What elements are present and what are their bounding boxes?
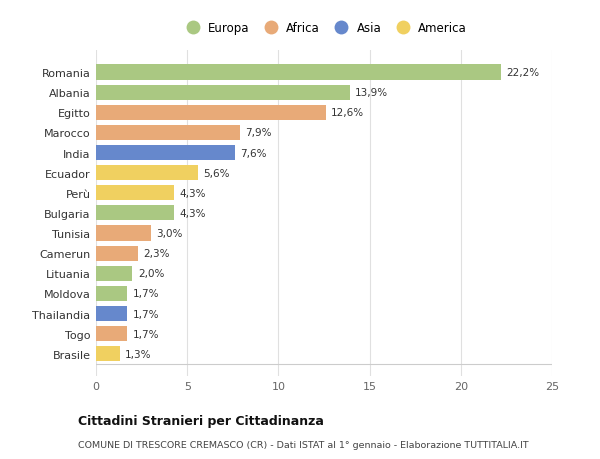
Bar [96, 286, 127, 301]
Bar [96, 206, 175, 221]
Text: 12,6%: 12,6% [331, 108, 364, 118]
Text: 2,3%: 2,3% [143, 249, 170, 258]
Bar [96, 226, 151, 241]
Bar [96, 186, 175, 201]
Bar [96, 106, 326, 121]
Text: Cittadini Stranieri per Cittadinanza: Cittadini Stranieri per Cittadinanza [78, 414, 324, 428]
Text: 1,3%: 1,3% [125, 349, 152, 359]
Text: 13,9%: 13,9% [355, 88, 388, 98]
Legend: Europa, Africa, Asia, America: Europa, Africa, Asia, America [176, 17, 472, 39]
Bar [96, 166, 198, 181]
Bar [96, 347, 120, 362]
Text: COMUNE DI TRESCORE CREMASCO (CR) - Dati ISTAT al 1° gennaio - Elaborazione TUTTI: COMUNE DI TRESCORE CREMASCO (CR) - Dati … [78, 441, 529, 449]
Bar [96, 65, 501, 80]
Bar [96, 326, 127, 341]
Bar [96, 266, 133, 281]
Text: 1,7%: 1,7% [133, 329, 159, 339]
Bar [96, 306, 127, 321]
Text: 2,0%: 2,0% [138, 269, 164, 279]
Bar [96, 126, 240, 140]
Text: 7,6%: 7,6% [240, 148, 266, 158]
Text: 1,7%: 1,7% [133, 289, 159, 299]
Bar [96, 146, 235, 161]
Text: 1,7%: 1,7% [133, 309, 159, 319]
Text: 22,2%: 22,2% [506, 68, 539, 78]
Text: 7,9%: 7,9% [245, 128, 272, 138]
Text: 4,3%: 4,3% [180, 208, 206, 218]
Text: 3,0%: 3,0% [156, 229, 182, 239]
Text: 5,6%: 5,6% [203, 168, 230, 178]
Text: 4,3%: 4,3% [180, 188, 206, 198]
Bar [96, 85, 350, 101]
Bar [96, 246, 138, 261]
